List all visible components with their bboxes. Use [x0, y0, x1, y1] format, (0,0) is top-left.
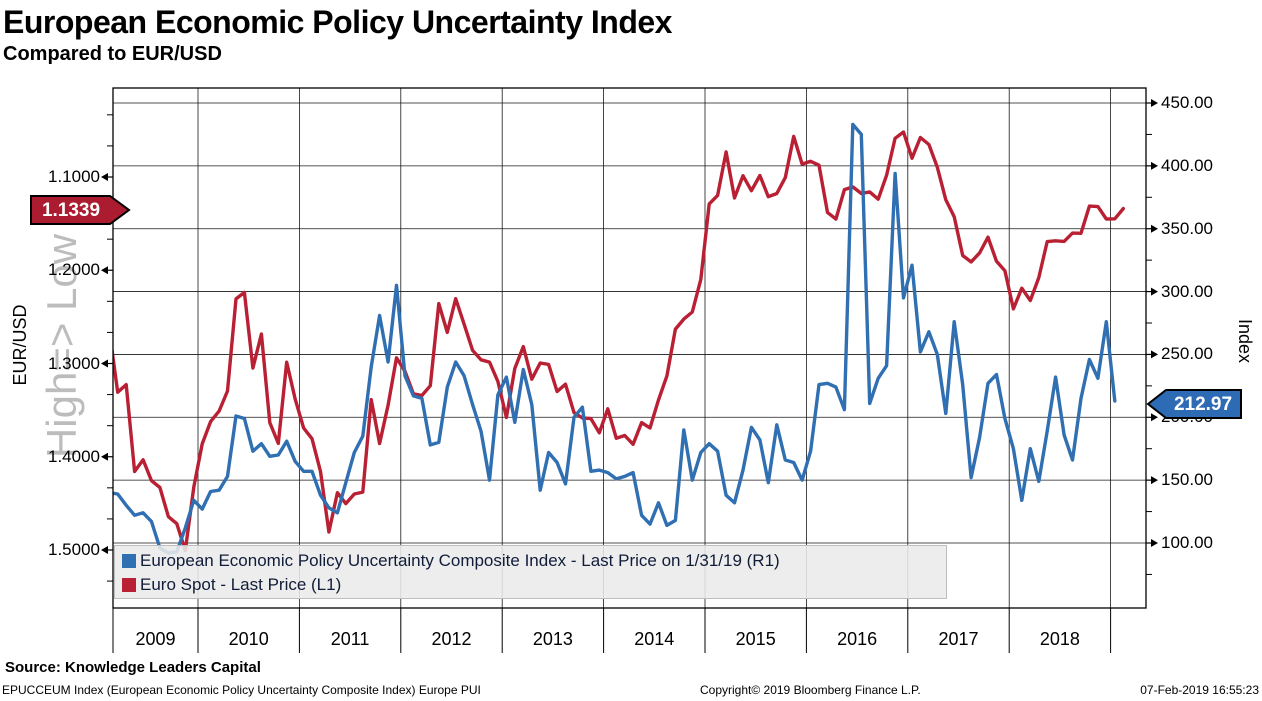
timestamp: 07-Feb-2019 16:55:23 — [1140, 683, 1259, 697]
left-axis-tick-label: 1.2000 — [48, 260, 100, 280]
x-axis-year-label: 2009 — [135, 629, 176, 649]
euro-series-swatch-icon — [122, 578, 136, 592]
source-note: Source: Knowledge Leaders Capital — [5, 659, 261, 676]
epu-last-price-value: 212.97 — [1174, 394, 1232, 415]
legend-label-euro: Euro Spot - Last Price (L1) — [140, 575, 342, 594]
page-subtitle: Compared to EUR/USD — [3, 43, 222, 65]
left-axis-tick-label: 1.1000 — [48, 167, 100, 186]
ticker-note: EPUCCEUM Index (European Economic Policy… — [2, 683, 481, 697]
right-axis-tick-label: 350.00 — [1161, 218, 1213, 238]
gridlines — [113, 88, 1146, 608]
plot-border — [112, 87, 1147, 609]
left-axis-tick-label: 1.4000 — [48, 446, 100, 466]
axis-ticks — [101, 99, 1158, 653]
epu-last-price-tag: 212.97 — [1146, 389, 1242, 419]
right-axis-tick-label: 300.00 — [1161, 281, 1213, 301]
x-axis-year-label: 2011 — [330, 629, 370, 649]
x-axis-year-label: 2017 — [938, 629, 979, 649]
left-axis-tick-label: 1.3000 — [48, 353, 100, 373]
x-axis-year-label: 2018 — [1039, 629, 1080, 649]
right-axis-tick-label: 250.00 — [1161, 344, 1213, 364]
series-lines — [113, 122, 1126, 555]
right-axis-tick-label: 400.00 — [1161, 155, 1213, 175]
legend-item-euro: Euro Spot - Last Price (L1) — [122, 573, 946, 597]
legend-box: European Economic Policy Uncertainty Com… — [114, 545, 947, 599]
x-axis-year-label: 2013 — [532, 629, 573, 649]
x-axis-year-label: 2015 — [735, 629, 776, 649]
right-axis-tick-label: 450.00 — [1161, 93, 1213, 112]
x-axis-year-label: 2014 — [634, 629, 675, 649]
copyright-note: Copyright© 2019 Bloomberg Finance L.P. — [700, 683, 921, 697]
epu-series-swatch-icon — [122, 554, 136, 568]
x-axis-year-label: 2012 — [431, 629, 472, 649]
x-axis-year-label: 2010 — [228, 629, 269, 649]
euro-last-price-value: 1.1339 — [42, 200, 100, 221]
legend-item-epu: European Economic Policy Uncertainty Com… — [122, 549, 946, 573]
right-axis-tick-label: 100.00 — [1161, 533, 1213, 552]
euro-last-price-tag: 1.1339 — [30, 195, 131, 225]
epu-index-line — [113, 122, 1117, 555]
x-axis-year-label: 2016 — [837, 629, 878, 649]
right-axis-tick-label: 150.00 — [1161, 470, 1213, 490]
euro-spot-line — [113, 130, 1126, 553]
left-axis-tick-label: 1.5000 — [48, 540, 100, 559]
legend-label-epu: European Economic Policy Uncertainty Com… — [140, 551, 780, 570]
page-title: European Economic Policy Uncertainty Ind… — [3, 4, 672, 40]
